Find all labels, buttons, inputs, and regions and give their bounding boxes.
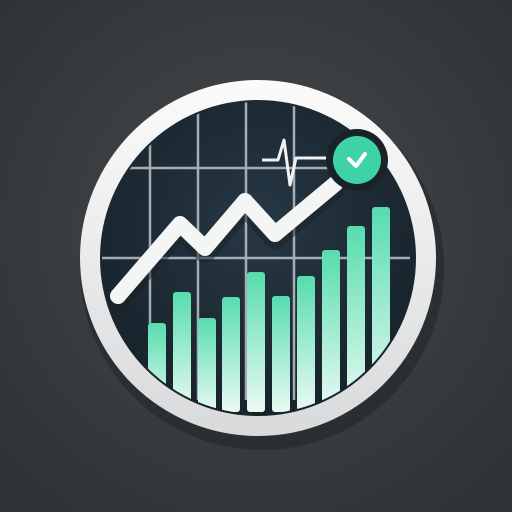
pulse-line [262, 138, 330, 187]
check-icon [347, 152, 367, 168]
trend-line [110, 176, 343, 304]
badge [333, 136, 381, 184]
